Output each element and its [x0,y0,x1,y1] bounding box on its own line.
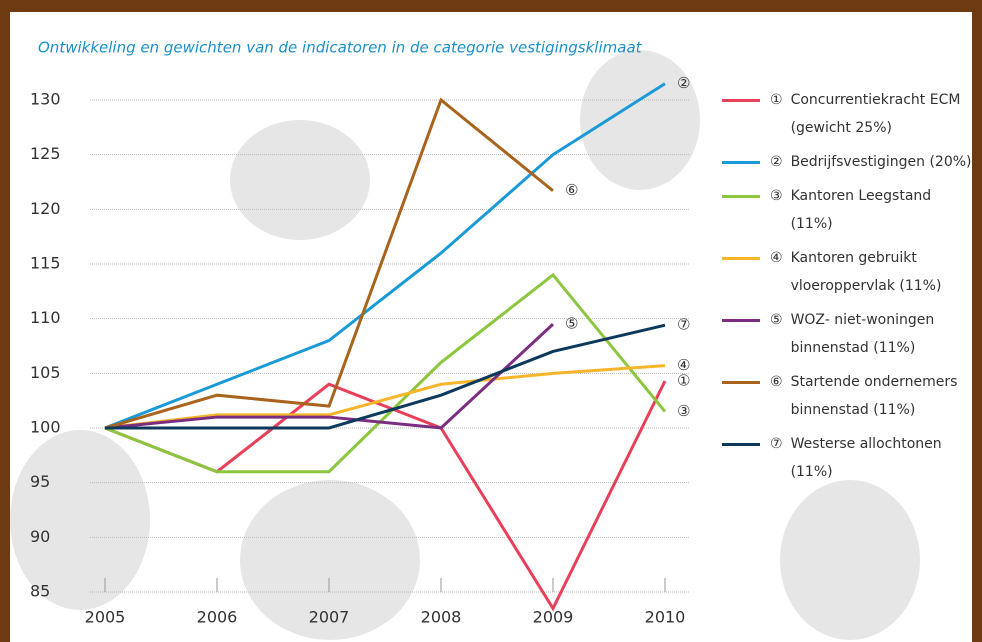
legend-swatch [722,319,760,322]
legend-item: ⑦ Westerse allochtonen (11%) [722,430,977,486]
legend-item: ① Concurrentiekracht ECM (gewicht 25%) [722,86,977,142]
y-tick-label: 95 [30,472,50,491]
legend-swatch [722,443,760,446]
legend-item: ④ Kantoren gebruikt vloeroppervlak (11%) [722,244,977,300]
y-tick-label: 100 [30,418,61,437]
y-tick-label: 120 [30,199,61,218]
x-tick-label: 2008 [421,608,462,627]
end-label: ② [677,74,690,92]
end-label: ④ [677,356,690,374]
x-tick-label: 2007 [309,608,350,627]
legend-marker: ② [770,148,783,176]
y-tick-label: 130 [30,90,61,109]
chart-title: Ontwikkeling en gewichten van de indicat… [38,39,643,57]
y-tick-label: 105 [30,363,61,382]
y-tick-label: 110 [30,308,61,327]
legend-swatch [722,99,760,102]
legend-marker: ① [770,86,783,114]
x-tick-label: 2005 [85,608,126,627]
legend-swatch [722,257,760,260]
legend-swatch [722,161,760,164]
legend-marker: ⑤ [770,306,783,334]
end-label: ⑥ [565,181,578,199]
legend-label: Startende ondernemers binnenstad (11%) [791,368,976,424]
legend-marker: ④ [770,244,783,272]
legend-label: Kantoren gebruikt vloeroppervlak (11%) [791,244,976,300]
legend-marker: ⑦ [770,430,783,458]
legend-label: Westerse allochtonen (11%) [791,430,976,486]
y-tick-label: 90 [30,527,50,546]
y-tick-label: 85 [30,582,50,601]
y-tick-label: 125 [30,144,61,163]
x-tick-label: 2010 [645,608,686,627]
legend-label: Bedrijfsvestigingen (20%) [791,148,976,176]
legend-label: WOZ- niet-woningen binnenstad (11%) [791,306,976,362]
page: Ontwikkeling en gewichten van de indicat… [0,0,982,642]
legend-swatch [722,381,760,384]
end-label: ③ [677,402,690,420]
legend-item: ② Bedrijfsvestigingen (20%) [722,148,977,176]
end-label: ⑦ [677,316,690,334]
legend-swatch [722,195,760,198]
x-tick-label: 2006 [197,608,238,627]
legend-label: Concurrentiekracht ECM (gewicht 25%) [791,86,976,142]
series-line [105,325,665,428]
legend-item: ⑤ WOZ- niet-woningen binnenstad (11%) [722,306,977,362]
legend-item: ③ Kantoren Leegstand (11%) [722,182,977,238]
legend-item: ⑥ Startende ondernemers binnenstad (11%) [722,368,977,424]
legend-marker: ③ [770,182,783,210]
end-label: ⑤ [565,315,578,333]
legend: ① Concurrentiekracht ECM (gewicht 25%) ② Be… [722,86,977,492]
legend-label: Kantoren Leegstand (11%) [791,182,976,238]
legend-marker: ⑥ [770,368,783,396]
y-tick-label: 115 [30,254,61,273]
